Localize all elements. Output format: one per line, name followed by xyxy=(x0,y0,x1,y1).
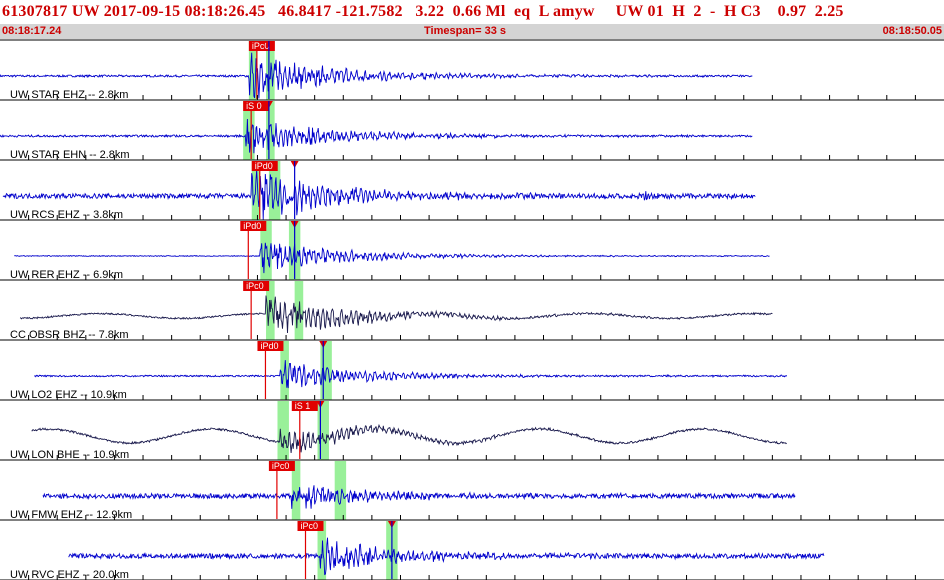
time-strip: 08:18:17.24 Timespan= 33 s 08:18:50.05 xyxy=(0,24,944,39)
quality: 0.97 xyxy=(777,3,807,20)
origin-time: 2017-09-15 08:18:26.45 xyxy=(103,3,266,20)
station-label-5: CC OBSR BHZ -- 7.8km xyxy=(10,329,129,341)
station-label-9: UW RVC EHZ -- 20.0km xyxy=(10,569,129,580)
pick-flag-7[interactable] xyxy=(291,401,318,411)
pick-label-8: iPc0 xyxy=(272,461,290,471)
phase-window-1-1 xyxy=(248,41,258,100)
waveform-trace-5[interactable] xyxy=(19,295,773,334)
waveform-trace-4[interactable] xyxy=(14,242,770,274)
waveform-trace-6[interactable] xyxy=(34,360,788,389)
pick-label-1: iPc0 xyxy=(252,41,270,51)
pick-label-3: iPd0 xyxy=(255,161,273,171)
timespan-label: Timespan= xyxy=(424,25,482,37)
latitude: 46.8417 xyxy=(278,3,332,20)
waveform-trace-3[interactable] xyxy=(2,170,756,220)
phase-window-8-2 xyxy=(334,461,347,520)
timespan-value: 33 s xyxy=(484,25,507,37)
pick-flag-2[interactable] xyxy=(243,101,270,111)
pick-label-9: iPc0 xyxy=(301,521,319,531)
magnitude: 0.66 xyxy=(452,3,482,20)
pick-label-6: iPd0 xyxy=(260,341,278,351)
station-label-6: UW LO2 EHZ -- 10.9km xyxy=(10,389,127,401)
waveform-trace-7[interactable] xyxy=(31,423,787,454)
phase-window-7-1 xyxy=(277,401,289,460)
end-time: 08:18:50.05 xyxy=(882,25,942,37)
network-code: UW xyxy=(71,3,100,20)
start-time: 08:18:17.24 xyxy=(2,25,62,37)
pick-flag-8[interactable] xyxy=(268,461,295,471)
review-state: H C3 xyxy=(723,3,761,20)
pick-flag-9[interactable] xyxy=(297,521,324,531)
depth: 3.22 xyxy=(415,3,445,20)
station-label-7: UW LON BHE -- 10.9km xyxy=(10,449,129,461)
solution-source: UW 01 xyxy=(615,3,664,20)
waveform-trace-2[interactable] xyxy=(0,118,753,154)
waveform-trace-9[interactable] xyxy=(68,537,825,576)
phase-window-2-1 xyxy=(243,101,255,160)
event-header: 61307817 UW 2017-09-15 08:18:26.45 46.84… xyxy=(0,0,944,40)
station-label-4: UW RER EHZ -- 6.9km xyxy=(10,269,123,281)
analyst: amyw xyxy=(552,3,595,20)
event-id: 61307817 xyxy=(2,3,68,20)
pick-label-5: iPc0 xyxy=(246,281,264,291)
phase-window-4-1 xyxy=(260,221,272,280)
version: 2 xyxy=(693,3,702,20)
waveform-trace-1[interactable] xyxy=(0,52,753,99)
location-flag: L xyxy=(538,3,549,20)
pick-flag-4[interactable] xyxy=(240,221,267,231)
station-label-8: UW FMW EHZ -- 12.9km xyxy=(10,509,132,521)
waveform-trace-8[interactable] xyxy=(42,485,796,509)
phase-window-2-2 xyxy=(266,101,275,160)
separator: - xyxy=(710,3,716,20)
pick-flag-5[interactable] xyxy=(243,281,270,291)
pick-label-7: iS 1 xyxy=(295,401,311,411)
pick-label-2: iS 0 xyxy=(246,101,262,111)
phase-window-3-1 xyxy=(251,161,261,220)
timespan-readout: Timespan= 33 s xyxy=(424,25,506,37)
event-summary-line: 61307817 UW 2017-09-15 08:18:26.45 46.84… xyxy=(2,3,844,21)
longitude: -121.7582 xyxy=(335,3,403,20)
station-label-1: UW STAR EHZ -- 2.8km xyxy=(10,89,128,101)
pick-flag-1[interactable] xyxy=(248,41,275,51)
pick-label-4: iPd0 xyxy=(243,221,261,231)
pick-flag-6[interactable] xyxy=(257,341,284,351)
pick-flag-3[interactable] xyxy=(251,161,278,171)
station-label-2: UW STAR EHN -- 2.8km xyxy=(10,149,130,161)
magnitude-type: Ml xyxy=(485,3,506,20)
processing-stage: H xyxy=(672,3,685,20)
event-type: eq xyxy=(513,3,531,20)
phase-window-7-2 xyxy=(317,401,329,460)
phase-window-8-1 xyxy=(291,461,301,520)
rms: 2.25 xyxy=(814,3,844,20)
station-label-3: UW RCS EHZ -- 3.8km xyxy=(10,209,123,221)
